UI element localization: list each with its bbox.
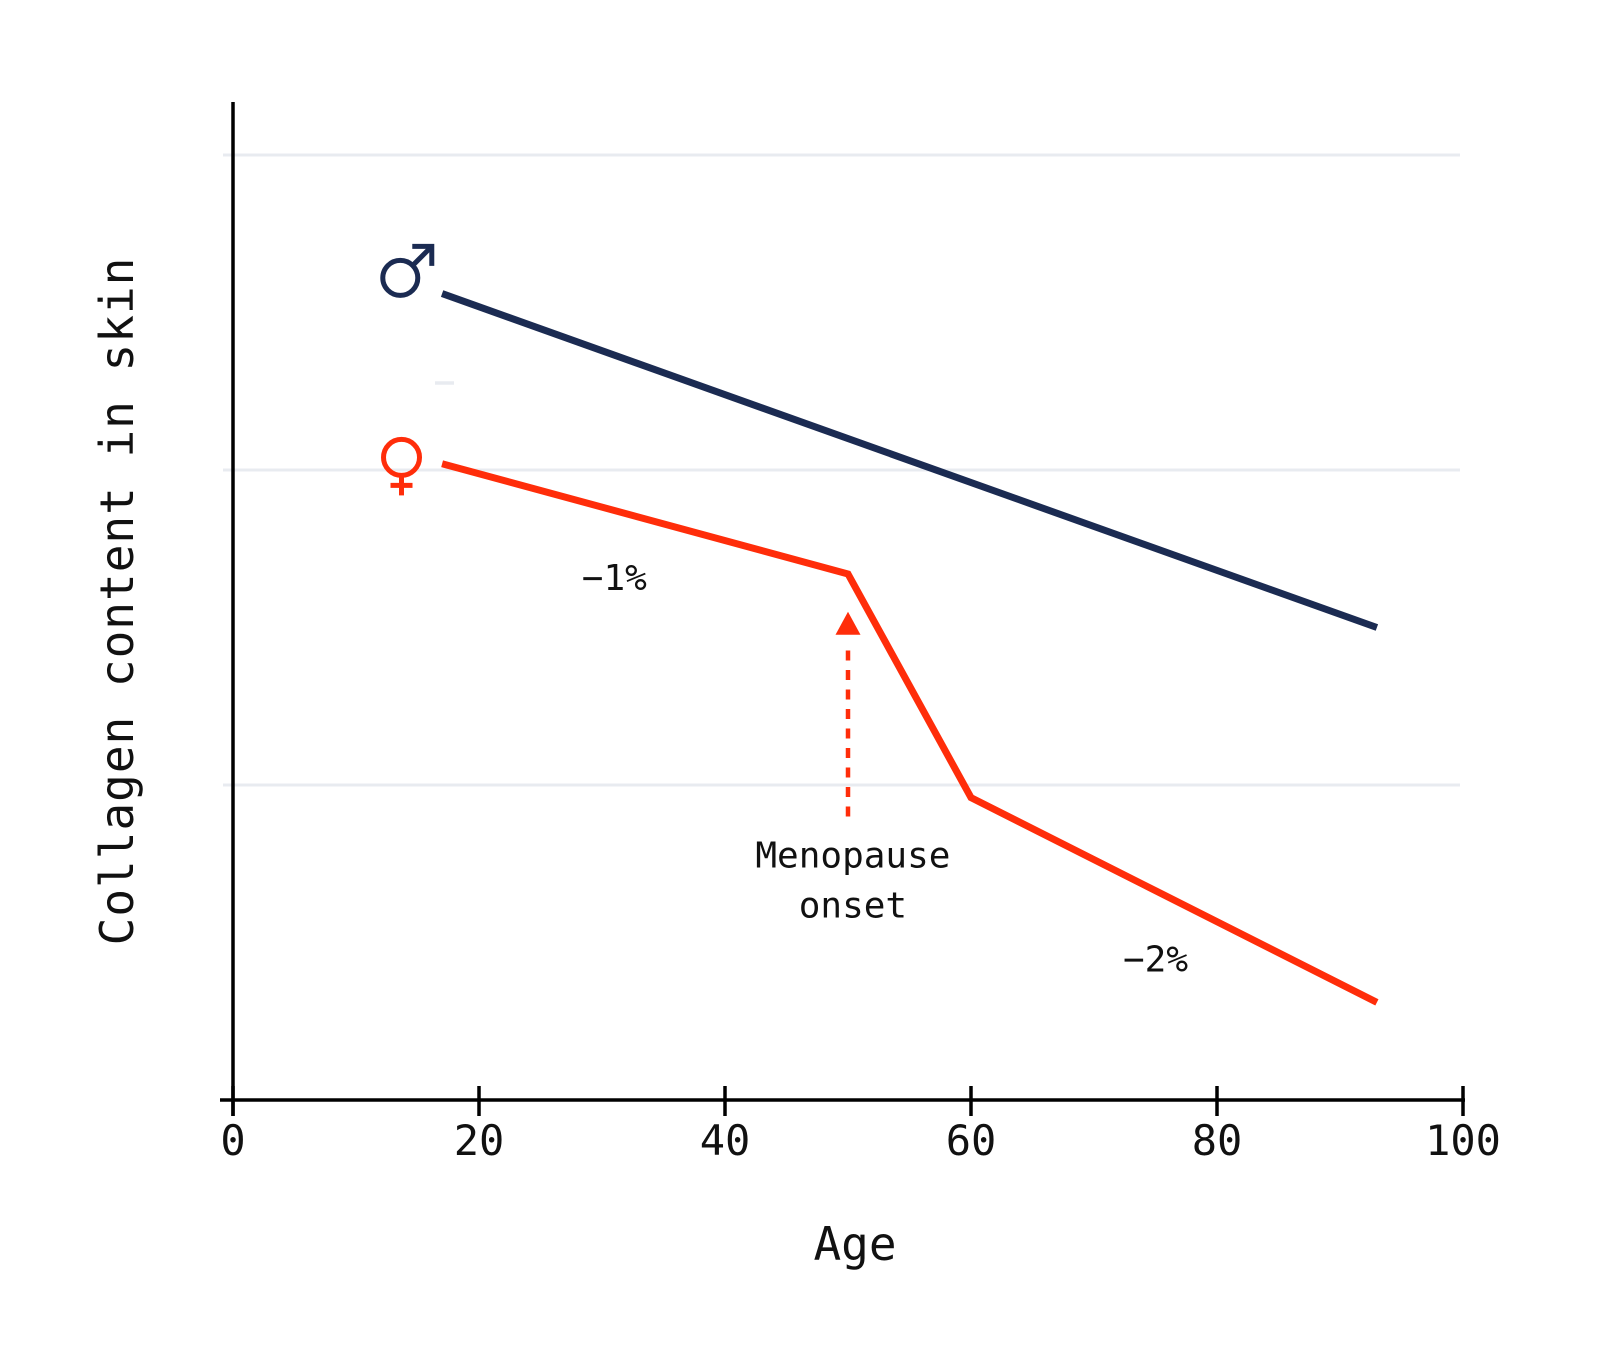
- annotation-menopause-line2: onset: [799, 886, 907, 927]
- y-axis-title: Collagen content in skin: [90, 257, 144, 946]
- male-sign-icon: [380, 243, 435, 298]
- male-sign-circle: [380, 257, 421, 298]
- plot-gridlines: [223, 153, 1460, 787]
- x-axis-title: Age: [813, 1217, 896, 1271]
- series-line-male: [440, 290, 1379, 631]
- x-tick-label: 40: [700, 1116, 751, 1165]
- annotation-minus-2pct: −2%: [1123, 939, 1188, 980]
- female-sign-icon: [381, 436, 423, 496]
- series-line-female: [441, 460, 1379, 1006]
- annotation-menopause-line1: Menopause: [755, 835, 950, 876]
- male-sign-arrowhead: [412, 243, 435, 266]
- annotation-minus-1pct: −1%: [582, 558, 647, 599]
- x-tick-labels: 0 20 40 60 80 100: [220, 1116, 1501, 1165]
- x-ticks: [231, 1086, 1465, 1116]
- menopause-arrow-head: [835, 611, 861, 635]
- x-tick-label: 100: [1425, 1116, 1501, 1165]
- x-tick-label: 20: [454, 1116, 505, 1165]
- series-lines: [440, 290, 1379, 1006]
- x-tick-label: 60: [946, 1116, 997, 1165]
- x-tick-label: 0: [220, 1116, 245, 1165]
- male-sign-shaft: [410, 246, 432, 268]
- x-tick-label: 80: [1192, 1116, 1243, 1165]
